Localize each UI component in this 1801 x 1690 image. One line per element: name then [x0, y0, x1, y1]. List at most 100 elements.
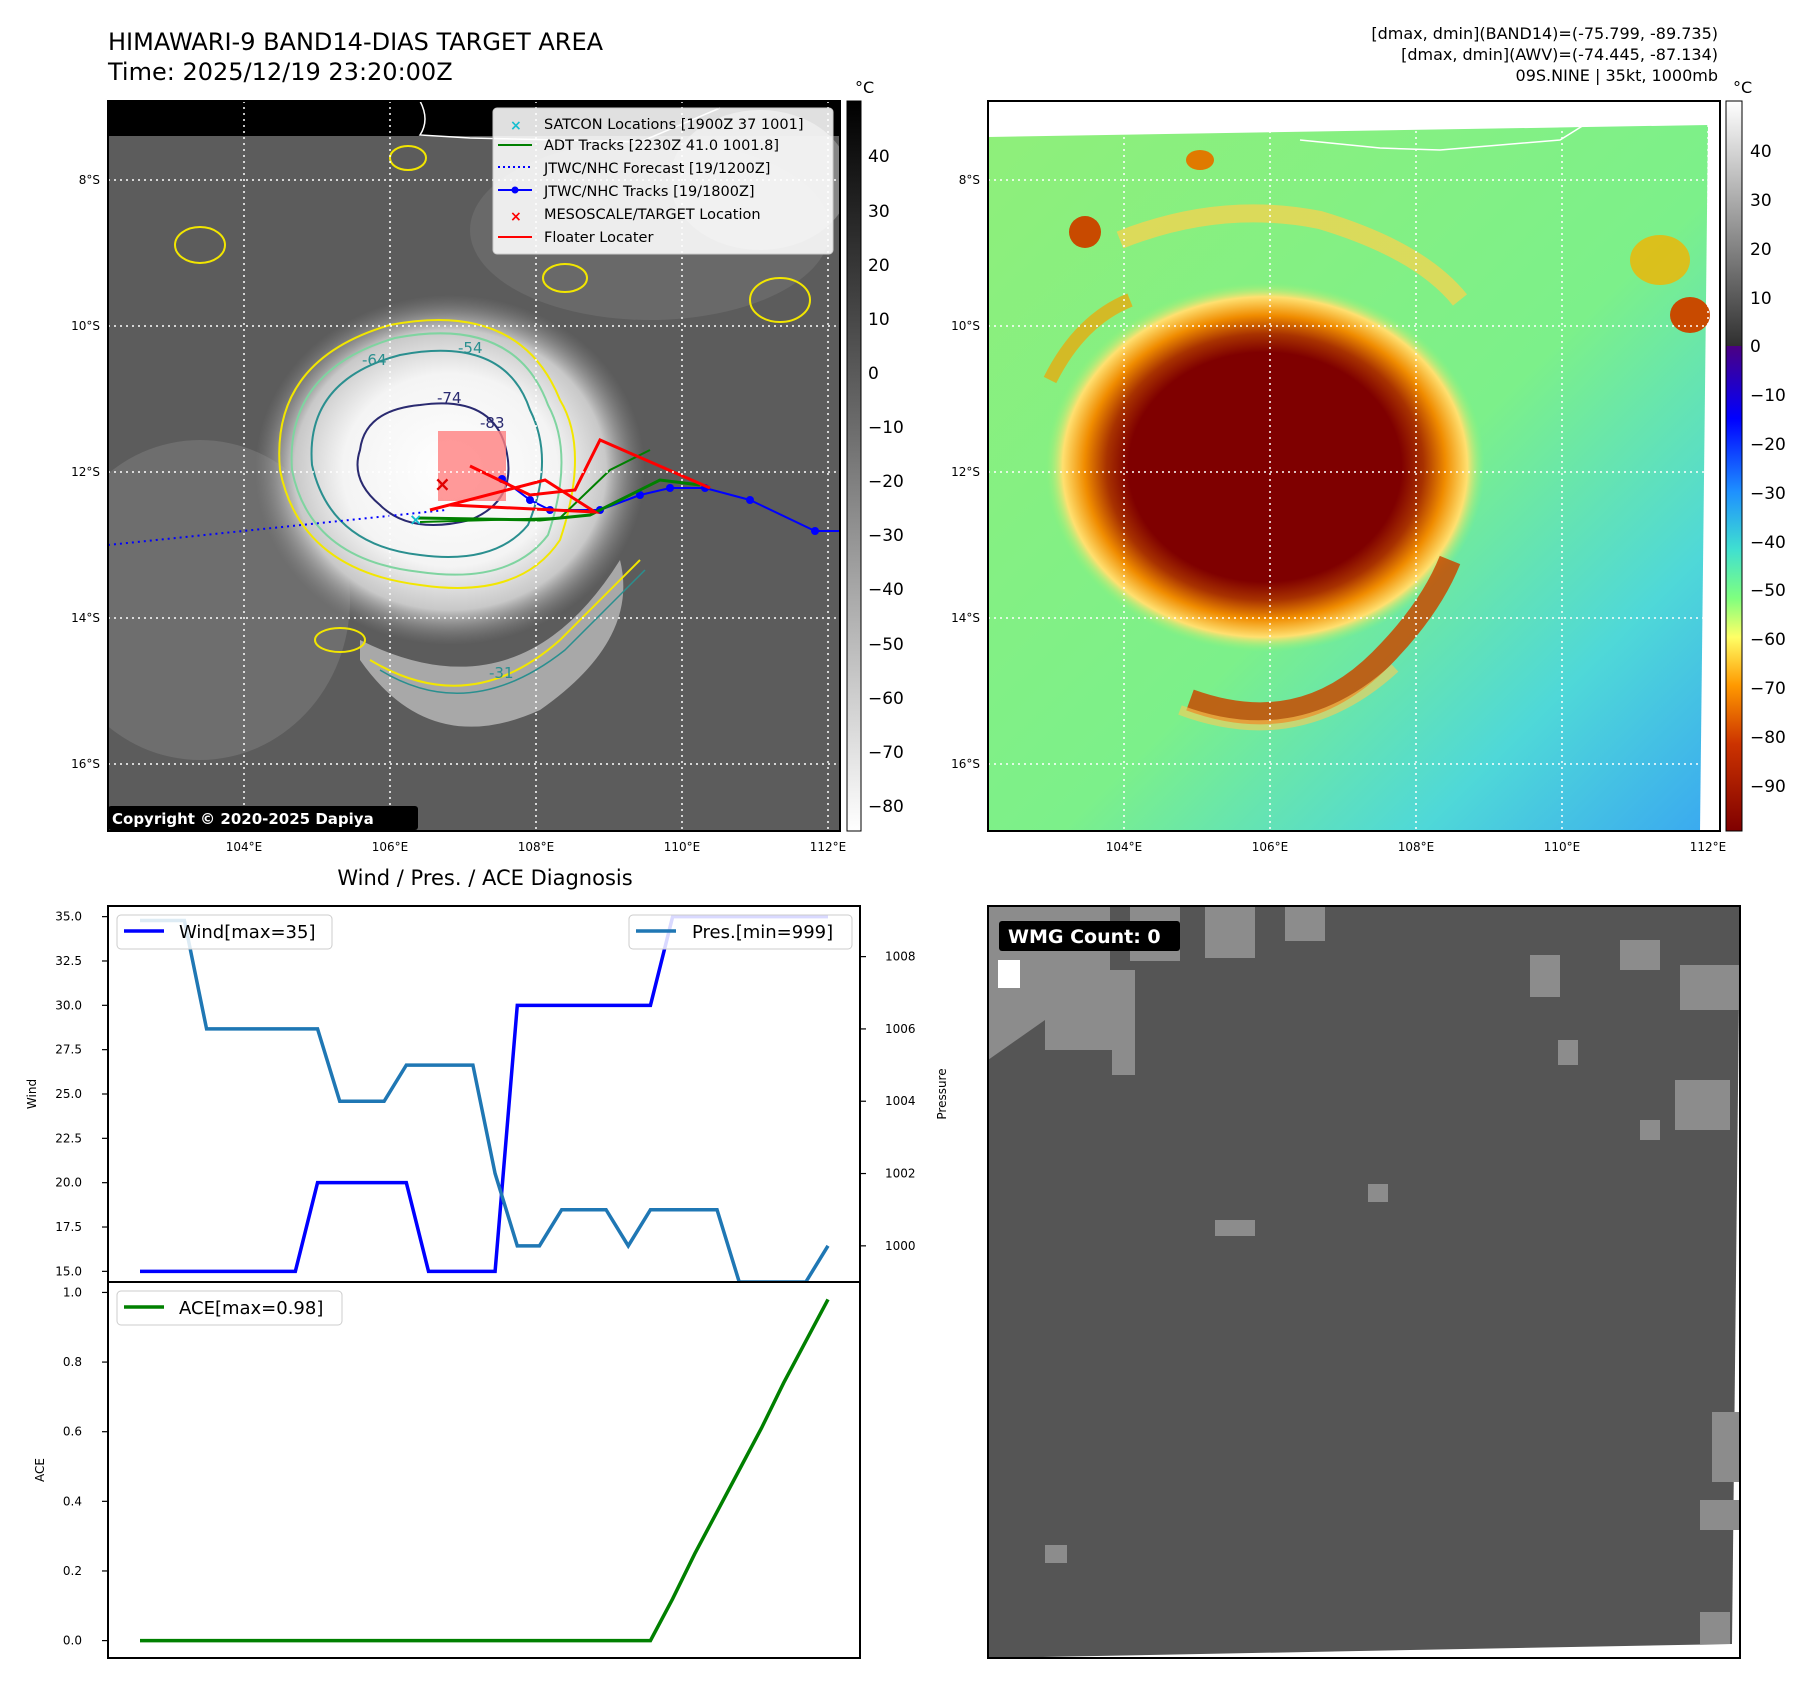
svg-text:108°E: 108°E: [1398, 840, 1435, 854]
svg-text:10: 10: [1750, 289, 1772, 309]
ir-colorbar: °C 40 30 20 10 0 −10 −20 −30 −40 −50 −60…: [846, 78, 904, 832]
ace-tick-label: 0.6: [63, 1425, 82, 1439]
enh-colorbar-ticks: 40 30 20 10 0 −10 −20 −30 −40 −50 −60 −7…: [1750, 142, 1786, 797]
svg-text:−50: −50: [868, 635, 904, 655]
wmg-panel: WMG Count: 0: [987, 905, 1741, 1659]
svg-text:−10: −10: [868, 418, 904, 438]
info-band14: [dmax, dmin](BAND14)=(-75.799, -89.735): [1371, 24, 1718, 43]
svg-text:104°E: 104°E: [226, 840, 263, 854]
svg-text:8°S: 8°S: [959, 173, 980, 187]
svg-text:110°E: 110°E: [1544, 840, 1581, 854]
legend-satcon-marker: ×: [510, 118, 522, 134]
wind-tick-label: 35.0: [55, 910, 82, 924]
wind-tick-label: 22.5: [55, 1131, 82, 1145]
enhanced-map: [987, 100, 1721, 832]
contour-label: -83: [480, 414, 505, 432]
svg-text:10°S: 10°S: [951, 319, 980, 333]
svg-text:−10: −10: [1750, 386, 1786, 406]
contour-label: -54: [458, 339, 483, 357]
pressure-tick-label: 1004: [885, 1094, 916, 1108]
pressure-legend-label: Pres.[min=999]: [692, 922, 833, 943]
legend-floater: Floater Locater: [544, 230, 653, 246]
wind-pres-chart: 15.0 17.5 20.0 22.5 25.0 27.5 30.0 32.5 35.0 100…: [25, 905, 949, 1284]
wmg-count-label: WMG Count: 0: [1008, 926, 1161, 948]
wind-tick-label: 20.0: [55, 1176, 82, 1190]
contour-label: -31: [489, 664, 514, 682]
ir-colorbar-unit: °C: [855, 78, 874, 97]
svg-text:40: 40: [868, 147, 890, 167]
ace-series-line: [140, 1298, 830, 1643]
svg-text:106°E: 106°E: [1252, 840, 1289, 854]
svg-text:−80: −80: [868, 797, 904, 817]
map-legend: × SATCON Locations [1900Z 37 1001] ADT T…: [492, 107, 834, 255]
legend-forecast: JTWC/NHC Forecast [19/1200Z]: [543, 161, 770, 177]
jtwc-track-line: [501, 478, 840, 532]
info-awv: [dmax, dmin](AWV)=(-74.445, -87.134): [1401, 45, 1718, 64]
svg-text:−20: −20: [868, 472, 904, 492]
diagnosis-title: Wind / Pres. / ACE Diagnosis: [337, 866, 632, 890]
legend-adt: ADT Tracks [2230Z 41.0 1001.8]: [544, 138, 779, 154]
ir-colorbar-ticks: 40 30 20 10 0 −10 −20 −30 −40 −50 −60 −7…: [868, 147, 904, 817]
svg-text:20: 20: [1750, 240, 1772, 260]
svg-text:−40: −40: [868, 580, 904, 600]
svg-text:0: 0: [868, 364, 879, 384]
ace-tick-label: 0.8: [63, 1355, 82, 1369]
svg-text:10: 10: [868, 310, 890, 330]
enh-lon-labels: 104°E 106°E 108°E 110°E 112°E: [1106, 840, 1727, 854]
svg-text:16°S: 16°S: [71, 757, 100, 771]
svg-text:14°S: 14°S: [71, 611, 100, 625]
svg-text:−70: −70: [1750, 679, 1786, 699]
contour-label: -64: [362, 351, 387, 369]
ace-axis-label: ACE: [33, 1458, 47, 1482]
wind-tick-label: 27.5: [55, 1043, 82, 1057]
svg-text:106°E: 106°E: [372, 840, 409, 854]
wind-tick-label: 15.0: [55, 1264, 82, 1278]
svg-text:−90: −90: [1750, 777, 1786, 797]
svg-text:40: 40: [1750, 142, 1772, 162]
ace-legend-label: ACE[max=0.98]: [179, 1298, 323, 1319]
pressure-axis-ticks: 1000 1002 1004 1006 1008: [860, 950, 916, 1253]
wind-legend-label: Wind[max=35]: [179, 922, 316, 943]
legend-satcon: SATCON Locations [1900Z 37 1001]: [544, 117, 803, 133]
enh-grid: [988, 101, 1720, 831]
pressure-legend: Pres.[min=999]: [628, 914, 853, 950]
adt-track-line-2: [419, 449, 651, 523]
svg-text:104°E: 104°E: [1106, 840, 1143, 854]
pressure-tick-label: 1000: [885, 1239, 916, 1253]
svg-text:20: 20: [868, 256, 890, 276]
svg-text:30: 30: [1750, 191, 1772, 211]
pressure-series-line: [140, 918, 830, 1284]
enh-colorbar-unit: °C: [1733, 78, 1752, 97]
floater-locater-line-2: [469, 438, 711, 497]
ir-lon-labels: 104°E 106°E 108°E 110°E 112°E: [226, 840, 847, 854]
wind-tick-label: 17.5: [55, 1220, 82, 1234]
target-location-marker: ×: [434, 472, 451, 496]
svg-text:112°E: 112°E: [810, 840, 847, 854]
pressure-tick-label: 1002: [885, 1167, 916, 1181]
pressure-tick-label: 1008: [885, 950, 916, 964]
svg-text:−20: −20: [1750, 435, 1786, 455]
legend-target-marker: ×: [510, 209, 522, 225]
svg-text:14°S: 14°S: [951, 611, 980, 625]
pressure-axis-label: Pressure: [935, 1068, 949, 1119]
ace-tick-label: 0.0: [63, 1634, 82, 1648]
ace-chart: 0.0 0.2 0.4 0.6 0.8 1.0 ACE[max=0.98] ACE: [33, 1281, 861, 1659]
ir-lat-labels: 8°S 10°S 12°S 14°S 16°S: [71, 173, 100, 771]
copyright-label: Copyright © 2020-2025 Dapiya: [112, 810, 374, 828]
svg-text:12°S: 12°S: [951, 465, 980, 479]
svg-text:30: 30: [868, 202, 890, 222]
floater-locater-line: [429, 478, 601, 514]
svg-text:−30: −30: [1750, 484, 1786, 504]
wind-legend: Wind[max=35]: [116, 914, 333, 950]
pressure-tick-label: 1006: [885, 1022, 916, 1036]
wind-tick-label: 25.0: [55, 1087, 82, 1101]
svg-text:−70: −70: [868, 743, 904, 763]
svg-text:8°S: 8°S: [79, 173, 100, 187]
svg-text:−80: −80: [1750, 728, 1786, 748]
wind-axis-ticks: 15.0 17.5 20.0 22.5 25.0 27.5 30.0 32.5 35.0: [55, 910, 108, 1278]
wind-axis-label: Wind: [25, 1079, 39, 1109]
svg-text:−40: −40: [1750, 533, 1786, 553]
svg-text:112°E: 112°E: [1690, 840, 1727, 854]
enh-lat-labels: 8°S 10°S 12°S 14°S 16°S: [951, 173, 980, 771]
legend-jtwc: JTWC/NHC Tracks [19/1800Z]: [543, 184, 755, 200]
